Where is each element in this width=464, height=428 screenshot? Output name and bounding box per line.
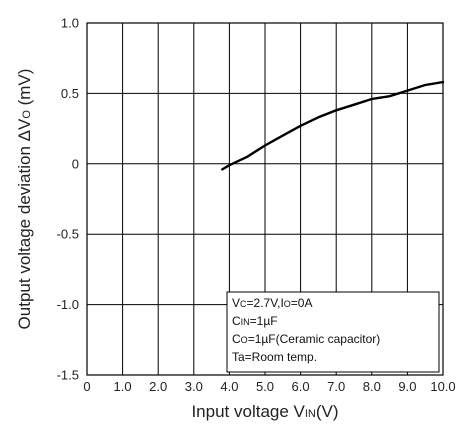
x-axis-title: Input voltage VIN(V) bbox=[191, 402, 338, 421]
x-tick-label: 5.0 bbox=[256, 379, 274, 394]
x-tick-labels: 0 1.0 2.0 3.0 4.0 5.0 6.0 7.0 8.0 9.0 10.0 bbox=[83, 379, 455, 394]
y-tick-label: 0.5 bbox=[61, 86, 79, 101]
condition-line: CO=1µF(Ceramic capacitor) bbox=[232, 332, 380, 346]
condition-line: Ta=Room temp. bbox=[232, 350, 317, 364]
y-tick-label: -1.0 bbox=[57, 297, 79, 312]
x-tick-label: 7.0 bbox=[327, 379, 345, 394]
x-tick-label: 1.0 bbox=[114, 379, 132, 394]
condition-line: VC=2.7V,IO=0A bbox=[232, 296, 312, 310]
condition-box-frame bbox=[226, 291, 440, 373]
x-tick-label: 0 bbox=[83, 379, 90, 394]
series bbox=[221, 80, 445, 171]
condition-line: CIN=1µF bbox=[232, 314, 278, 328]
x-tick-label: 6.0 bbox=[292, 379, 310, 394]
plot-frame bbox=[86, 22, 444, 376]
y-tick-label: -0.5 bbox=[57, 227, 79, 242]
y-axis-title: Output voltage deviation ΔVO (mV) bbox=[15, 69, 34, 330]
y-tick-label: -1.5 bbox=[57, 368, 79, 383]
y-tick-labels: 1.0 0.5 0 -0.5 -1.0 -1.5 bbox=[57, 16, 79, 383]
y-tick-label: 1.0 bbox=[61, 16, 79, 31]
x-tick-label: 2.0 bbox=[149, 379, 167, 394]
series-line bbox=[221, 80, 445, 171]
y-tick-label: 0 bbox=[72, 156, 79, 171]
x-tick-label: 8.0 bbox=[363, 379, 381, 394]
x-tick-label: 4.0 bbox=[220, 379, 238, 394]
x-tick-label: 9.0 bbox=[398, 379, 416, 394]
condition-box: VC=2.7V,IO=0A CIN=1µF CO=1µF(Ceramic capac… bbox=[226, 291, 440, 373]
x-tick-label: 10.0 bbox=[430, 379, 455, 394]
x-tick-label: 3.0 bbox=[185, 379, 203, 394]
